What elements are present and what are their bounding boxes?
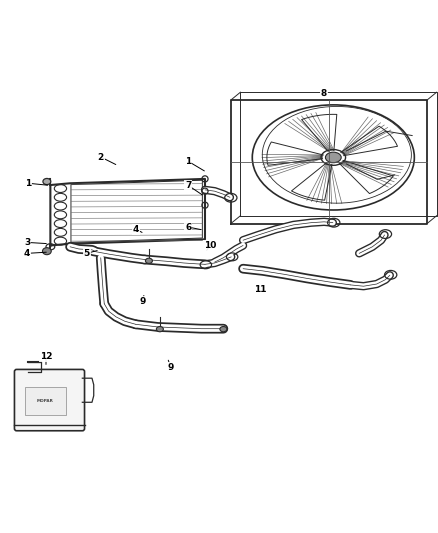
Text: 8: 8 — [321, 89, 327, 98]
Ellipse shape — [220, 327, 227, 332]
Text: 2: 2 — [98, 152, 104, 161]
Text: 3: 3 — [24, 238, 30, 247]
Ellipse shape — [43, 179, 51, 184]
Text: MOPAR: MOPAR — [37, 399, 53, 403]
Ellipse shape — [145, 258, 152, 263]
Text: 4: 4 — [133, 225, 139, 234]
Text: 6: 6 — [185, 223, 191, 231]
Text: 4: 4 — [24, 249, 30, 258]
Ellipse shape — [42, 248, 51, 255]
Text: 1: 1 — [25, 179, 32, 188]
Text: 7: 7 — [185, 181, 191, 190]
Text: 9: 9 — [139, 297, 145, 306]
Text: 5: 5 — [84, 249, 90, 258]
Text: 1: 1 — [185, 157, 191, 166]
Text: 10: 10 — [204, 241, 216, 250]
Text: 9: 9 — [168, 363, 174, 372]
Ellipse shape — [325, 152, 341, 163]
Polygon shape — [50, 179, 205, 246]
Text: 11: 11 — [254, 285, 267, 294]
Bar — [25, 387, 66, 415]
FancyBboxPatch shape — [14, 369, 85, 431]
Text: 12: 12 — [40, 352, 52, 361]
Ellipse shape — [156, 327, 163, 332]
